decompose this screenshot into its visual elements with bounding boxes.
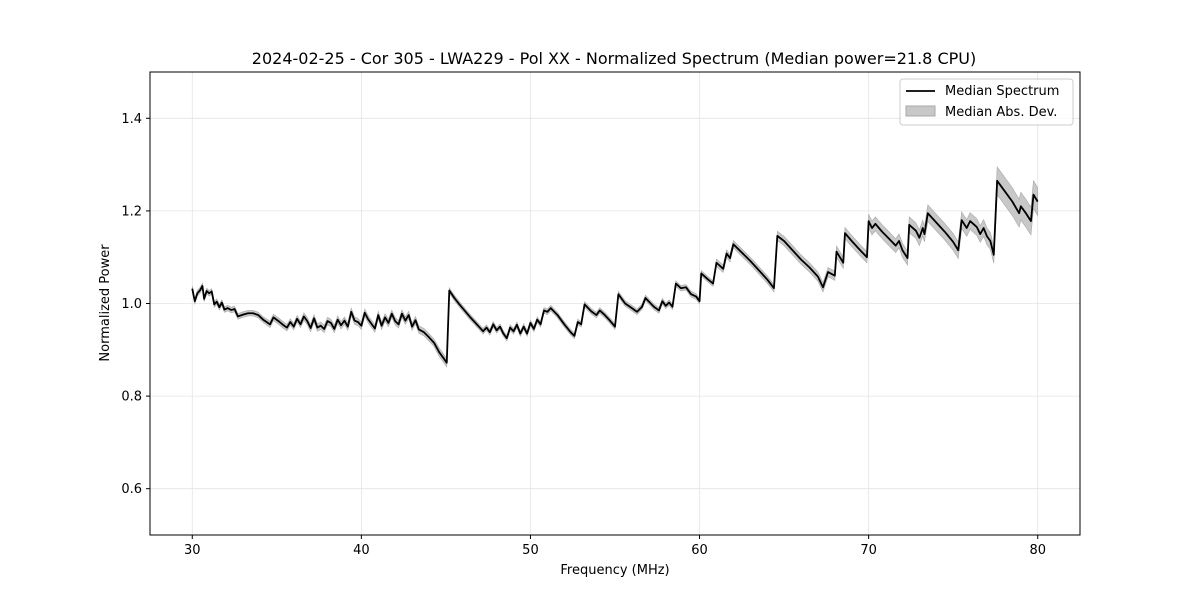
x-axis: 30 40 50 60 70 80 [184, 535, 1046, 558]
y-tick-label: 1.0 [121, 297, 142, 312]
x-tick-label: 50 [522, 543, 539, 558]
legend-band-swatch [905, 105, 936, 117]
y-axis: 0.6 0.8 1.0 1.2 1.4 [121, 112, 150, 497]
y-tick-label: 0.8 [121, 390, 142, 405]
median-line-layer [191, 179, 1039, 364]
x-axis-label: Frequency (MHz) [560, 563, 669, 578]
chart-title: 2024-02-25 - Cor 305 - LWA229 - Pol XX -… [252, 49, 976, 68]
legend-box [899, 78, 1074, 126]
legend: Median Spectrum Median Abs. Dev. [899, 78, 1074, 126]
x-tick-label: 80 [1029, 543, 1046, 558]
median-spectrum-line [191, 179, 1039, 364]
legend-entry-median-spectrum: Median Spectrum [945, 84, 1059, 99]
y-tick-label: 1.2 [121, 204, 142, 219]
y-tick-label: 0.6 [121, 482, 142, 497]
x-tick-label: 70 [860, 543, 877, 558]
legend-entry-median-abs-dev: Median Abs. Dev. [945, 105, 1057, 120]
x-tick-label: 40 [353, 543, 370, 558]
y-axis-label: Normalized Power [98, 244, 113, 362]
x-tick-label: 30 [184, 543, 201, 558]
y-tick-label: 1.4 [121, 112, 142, 127]
x-tick-label: 60 [691, 543, 708, 558]
